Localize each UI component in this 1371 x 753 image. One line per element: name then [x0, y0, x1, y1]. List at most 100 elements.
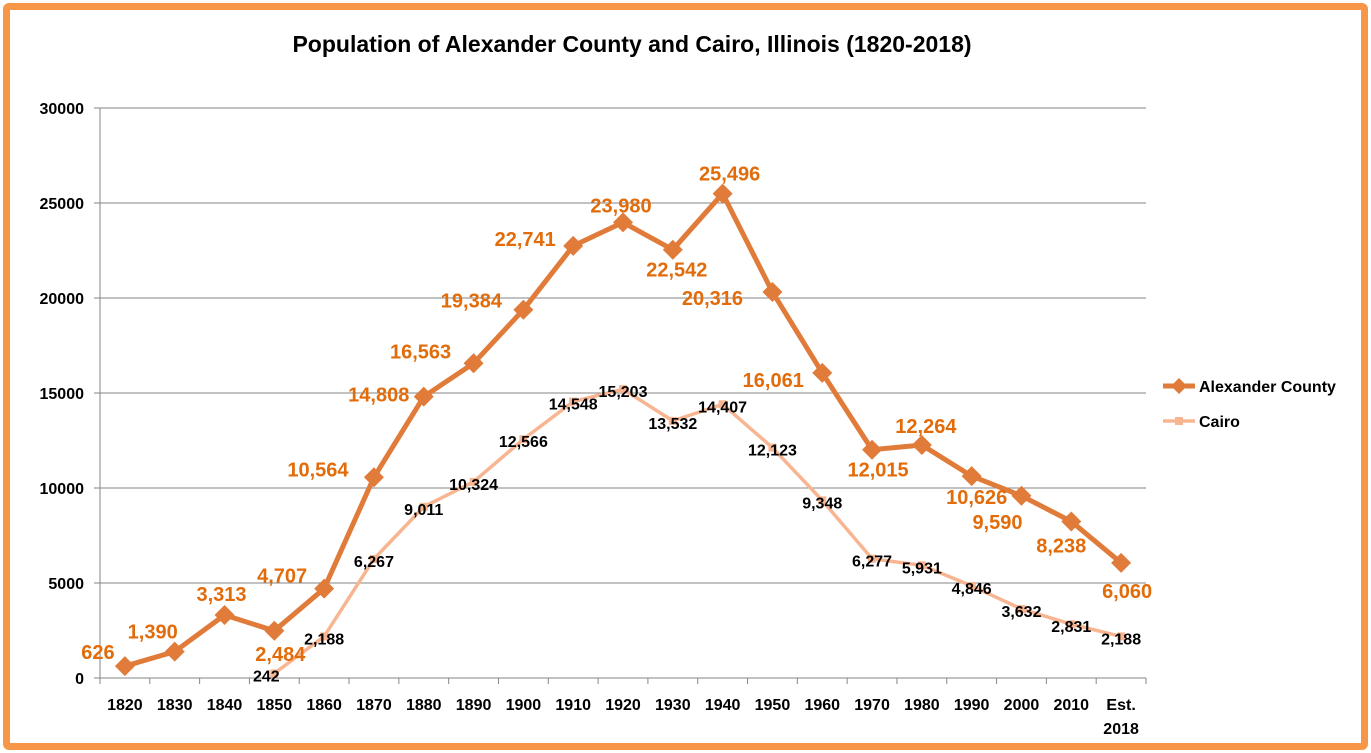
- data-point-alexander-county: [513, 299, 534, 320]
- data-label-alexander-county: 16,563: [390, 341, 451, 363]
- data-point-alexander-county: [413, 386, 434, 407]
- chart-title: Population of Alexander County and Cairo…: [292, 31, 971, 57]
- x-tick-label: 1830: [157, 697, 193, 714]
- data-label-cairo: 6,267: [354, 554, 394, 571]
- data-label-cairo: 9,011: [404, 502, 443, 519]
- data-label-alexander-county: 6,060: [1102, 581, 1152, 603]
- data-point-alexander-county: [712, 183, 733, 204]
- data-point-cairo: [519, 435, 528, 444]
- data-point-alexander-county: [662, 239, 683, 260]
- y-tick-label: 15000: [40, 386, 85, 403]
- data-label-alexander-county: 20,316: [682, 288, 743, 310]
- data-label-alexander-county: 626: [81, 642, 114, 664]
- x-tick-label: Est.: [1106, 697, 1135, 714]
- data-point-cairo: [419, 502, 428, 511]
- data-label-alexander-county: 4,707: [257, 566, 307, 588]
- data-label-alexander-county: 14,808: [348, 385, 409, 407]
- data-label-cairo: 9,348: [802, 495, 842, 512]
- x-tick-label: 1900: [506, 697, 542, 714]
- data-label-alexander-county: 8,238: [1036, 535, 1086, 557]
- data-point-alexander-county: [114, 656, 135, 677]
- data-point-cairo: [270, 669, 279, 678]
- x-tick-label: 2018: [1103, 721, 1139, 738]
- x-tick-label: 1880: [406, 697, 442, 714]
- x-tick-label: 1950: [755, 697, 791, 714]
- data-label-cairo: 242: [253, 668, 280, 685]
- data-label-cairo: 2,831: [1051, 619, 1091, 636]
- x-tick-label: 1960: [804, 697, 840, 714]
- x-tick-label: 2000: [1004, 697, 1040, 714]
- data-label-cairo: 12,566: [499, 434, 548, 451]
- y-tick-label: 0: [75, 671, 84, 688]
- data-point-cairo: [718, 400, 727, 409]
- data-label-cairo: 14,407: [698, 399, 747, 416]
- data-label-alexander-county: 9,590: [972, 512, 1022, 534]
- data-label-cairo: 12,123: [748, 443, 797, 460]
- data-label-alexander-county: 3,313: [196, 584, 246, 606]
- x-tick-label: 1970: [854, 697, 890, 714]
- data-label-cairo: 2,188: [304, 631, 344, 648]
- y-tick-label: 20000: [40, 291, 85, 308]
- data-point-alexander-county: [862, 439, 883, 460]
- legend-marker-diamond: [1171, 378, 1187, 394]
- data-label-alexander-county: 25,496: [699, 164, 760, 186]
- data-label-cairo: 14,548: [549, 397, 598, 414]
- data-label-cairo: 4,846: [952, 581, 992, 598]
- x-tick-label: 1980: [904, 697, 940, 714]
- data-point-alexander-county: [613, 212, 633, 233]
- data-label-alexander-county: 22,542: [646, 260, 707, 282]
- data-point-alexander-county: [762, 281, 783, 302]
- y-tick-label: 5000: [48, 576, 84, 593]
- data-point-alexander-county: [812, 362, 833, 383]
- data-point-alexander-county: [463, 353, 484, 374]
- data-label-cairo: 2,188: [1101, 631, 1141, 648]
- data-label-cairo: 3,632: [1001, 604, 1041, 621]
- data-point-cairo: [668, 416, 677, 425]
- x-tick-label: 1890: [456, 697, 492, 714]
- data-point-cairo: [917, 561, 926, 570]
- data-point-cairo: [569, 397, 578, 406]
- data-point-cairo: [369, 554, 378, 563]
- data-point-alexander-county: [264, 620, 285, 641]
- data-point-alexander-county: [363, 467, 384, 488]
- data-point-alexander-county: [911, 434, 932, 455]
- data-label-alexander-county: 23,980: [590, 195, 651, 217]
- data-point-alexander-county: [1011, 485, 1032, 506]
- data-point-cairo: [469, 477, 478, 486]
- x-tick-label: 1930: [655, 697, 691, 714]
- data-label-alexander-county: 16,061: [743, 370, 804, 392]
- legend-marker-square: [1175, 417, 1183, 425]
- data-label-cairo: 13,532: [648, 416, 697, 433]
- data-label-cairo: 5,931: [902, 560, 942, 577]
- series-line-cairo: [273, 387, 1122, 675]
- data-point-cairo: [868, 554, 877, 563]
- data-point-alexander-county: [1111, 552, 1132, 573]
- x-tick-label: 1820: [107, 697, 143, 714]
- data-point-alexander-county: [961, 466, 982, 487]
- data-label-alexander-county: 10,626: [946, 487, 1007, 509]
- data-label-alexander-county: 10,564: [287, 459, 349, 481]
- data-point-cairo: [1117, 632, 1126, 641]
- data-point-cairo: [619, 385, 627, 394]
- data-label-alexander-county: 19,384: [441, 291, 503, 313]
- data-label-cairo: 10,324: [449, 477, 498, 494]
- data-point-alexander-county: [314, 578, 335, 599]
- x-tick-label: 1840: [207, 697, 243, 714]
- data-label-alexander-county: 22,741: [495, 229, 556, 251]
- x-tick-label: 1920: [605, 697, 641, 714]
- data-point-cairo: [1017, 604, 1026, 613]
- data-point-cairo: [1067, 620, 1076, 629]
- data-label-alexander-county: 2,484: [255, 644, 306, 666]
- data-point-alexander-county: [1061, 511, 1082, 532]
- data-label-cairo: 6,277: [852, 554, 892, 571]
- x-tick-label: 1850: [257, 697, 293, 714]
- legend-label: Cairo: [1199, 414, 1240, 431]
- data-label-cairo: 15,203: [599, 384, 648, 401]
- chart-frame: [3, 3, 1368, 750]
- x-tick-label: 1990: [954, 697, 990, 714]
- y-tick-label: 10000: [40, 481, 85, 498]
- x-tick-label: 1870: [356, 697, 392, 714]
- x-tick-label: 1940: [705, 697, 741, 714]
- data-point-cairo: [320, 632, 329, 641]
